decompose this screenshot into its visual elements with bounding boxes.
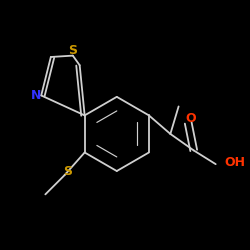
- Text: O: O: [186, 112, 196, 125]
- Text: S: S: [63, 164, 72, 177]
- Text: OH: OH: [224, 156, 245, 169]
- Text: N: N: [30, 89, 41, 102]
- Text: S: S: [68, 44, 77, 57]
